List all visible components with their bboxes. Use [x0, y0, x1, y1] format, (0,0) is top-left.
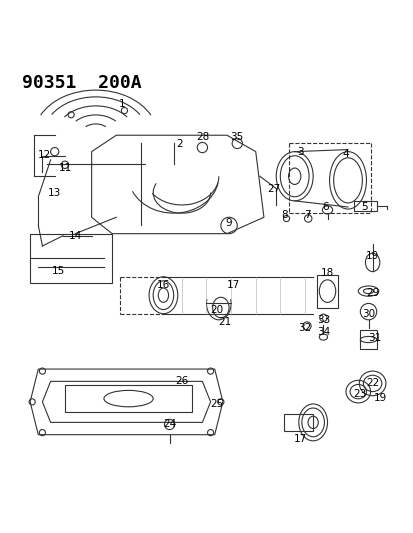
- Text: 1: 1: [119, 100, 126, 109]
- Text: 16: 16: [157, 280, 170, 290]
- Text: 2: 2: [176, 139, 183, 149]
- Bar: [317, 274, 338, 308]
- Text: 6: 6: [322, 202, 329, 212]
- Text: 34: 34: [317, 327, 330, 337]
- Text: 22: 22: [366, 378, 379, 389]
- Text: 19: 19: [366, 251, 379, 261]
- Text: 21: 21: [218, 317, 232, 327]
- Text: 32: 32: [298, 323, 311, 333]
- Text: 4: 4: [343, 149, 349, 159]
- Text: 23: 23: [354, 389, 367, 399]
- Text: 9: 9: [226, 219, 233, 229]
- Text: 28: 28: [196, 132, 209, 142]
- Text: 3: 3: [297, 148, 304, 157]
- Text: 8: 8: [281, 210, 288, 220]
- Text: 24: 24: [163, 419, 176, 430]
- Text: 25: 25: [210, 399, 223, 409]
- Text: 15: 15: [52, 265, 65, 276]
- Text: 26: 26: [175, 376, 188, 386]
- Text: 90351  200A: 90351 200A: [22, 74, 142, 92]
- Text: 17: 17: [227, 280, 240, 290]
- Text: 7: 7: [304, 210, 310, 220]
- Text: 29: 29: [366, 288, 379, 298]
- Text: 33: 33: [317, 315, 330, 325]
- Bar: [354, 201, 377, 211]
- Text: 30: 30: [362, 309, 375, 319]
- Text: 27: 27: [268, 183, 281, 193]
- Text: 35: 35: [230, 132, 244, 142]
- Text: 14: 14: [69, 231, 82, 241]
- Text: 31: 31: [368, 333, 381, 343]
- Text: 20: 20: [210, 304, 223, 314]
- Bar: [65, 385, 192, 412]
- Bar: [285, 414, 313, 431]
- Text: 5: 5: [361, 202, 368, 212]
- Text: 19: 19: [374, 393, 387, 403]
- Text: 13: 13: [48, 188, 62, 198]
- Bar: [360, 330, 377, 349]
- Text: 17: 17: [294, 434, 307, 444]
- Text: 11: 11: [58, 163, 71, 173]
- Text: 12: 12: [38, 150, 51, 160]
- Text: 18: 18: [321, 268, 334, 278]
- Bar: [30, 233, 112, 283]
